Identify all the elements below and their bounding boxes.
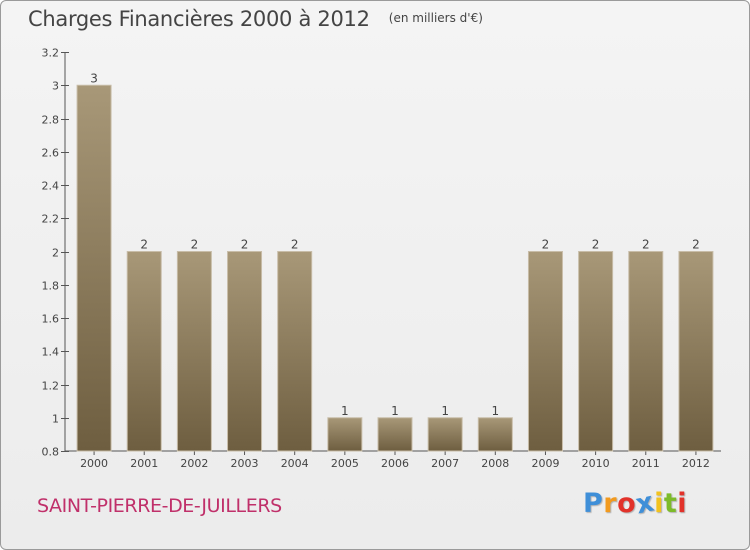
y-tick-label: 2 xyxy=(52,247,59,260)
commune-name: SAINT-PIERRE-DE-JUILLERS xyxy=(37,495,282,517)
chart-subtitle: (en milliers d'€) xyxy=(388,11,483,25)
data-label: 2 xyxy=(191,238,199,252)
logo-letter: t xyxy=(663,488,678,519)
bar-2006 xyxy=(377,417,413,452)
y-tick-label: 1.8 xyxy=(42,280,60,293)
logo-letter: i xyxy=(677,488,688,519)
data-label: 2 xyxy=(642,238,650,252)
bar-2001 xyxy=(126,251,162,452)
chart-title: Charges Financières 2000 à 2012 xyxy=(28,7,370,31)
data-label: 2 xyxy=(140,238,148,252)
x-tick-label: 2005 xyxy=(331,457,359,470)
logo-letter: r xyxy=(603,488,618,519)
x-tick-label: 2001 xyxy=(130,457,158,470)
x-tick-label: 2006 xyxy=(381,457,409,470)
x-tick-label: 2010 xyxy=(582,457,610,470)
y-tick-label: 0.8 xyxy=(42,446,60,459)
title-row: Charges Financières 2000 à 2012 (en mill… xyxy=(28,7,483,31)
proxiti-logo: Proxiti xyxy=(583,486,688,520)
data-label: 3 xyxy=(90,71,98,85)
bar-2007 xyxy=(427,417,463,452)
bar-2003 xyxy=(227,251,263,452)
bar-2010 xyxy=(578,251,614,452)
data-label: 2 xyxy=(692,238,700,252)
y-tick-label: 1.6 xyxy=(42,313,60,326)
x-tick-label: 2009 xyxy=(531,457,559,470)
bar-2000 xyxy=(76,84,112,452)
y-tick-label: 2.8 xyxy=(42,114,60,127)
data-label: 1 xyxy=(341,404,349,418)
data-label: 2 xyxy=(241,238,249,252)
data-label: 2 xyxy=(291,238,299,252)
logo-letter: o xyxy=(617,488,637,519)
x-tick-label: 2004 xyxy=(281,457,309,470)
bar-2008 xyxy=(477,417,513,452)
x-tick-label: 2003 xyxy=(231,457,259,470)
bar-2009 xyxy=(527,251,563,452)
y-tick-label: 2.2 xyxy=(42,213,60,226)
x-tick-label: 2000 xyxy=(80,457,108,470)
bar-2012 xyxy=(678,251,714,452)
data-label: 2 xyxy=(542,238,550,252)
logo-letter: i xyxy=(654,488,664,519)
y-tick-label: 1 xyxy=(52,413,59,426)
logo-letter: P xyxy=(583,488,604,519)
bar-2005 xyxy=(327,417,363,452)
data-label: 1 xyxy=(391,404,399,418)
x-tick-label: 2002 xyxy=(180,457,208,470)
bar-2002 xyxy=(176,251,212,452)
bar-2004 xyxy=(277,251,313,452)
y-tick-label: 1.4 xyxy=(42,346,60,359)
y-tick-label: 3 xyxy=(52,80,59,93)
x-tick-label: 2007 xyxy=(431,457,459,470)
y-tick-label: 2.4 xyxy=(42,180,60,193)
x-tick-label: 2008 xyxy=(481,457,509,470)
x-tick-label: 2011 xyxy=(632,457,660,470)
bar-2011 xyxy=(628,251,664,452)
labels: 2000 3 2001 2 2002 2 2003 2 2004 2 2005 1 2006 1 2007 1… xyxy=(80,71,710,470)
y-tick-label: 1.2 xyxy=(42,380,60,393)
y-tick-label: 3.2 xyxy=(42,47,60,60)
bars xyxy=(76,84,714,452)
data-label: 2 xyxy=(592,238,600,252)
data-label: 1 xyxy=(491,404,499,418)
y-tick-label: 2.6 xyxy=(42,147,60,160)
data-label: 1 xyxy=(441,404,449,418)
x-tick-label: 2012 xyxy=(682,457,710,470)
